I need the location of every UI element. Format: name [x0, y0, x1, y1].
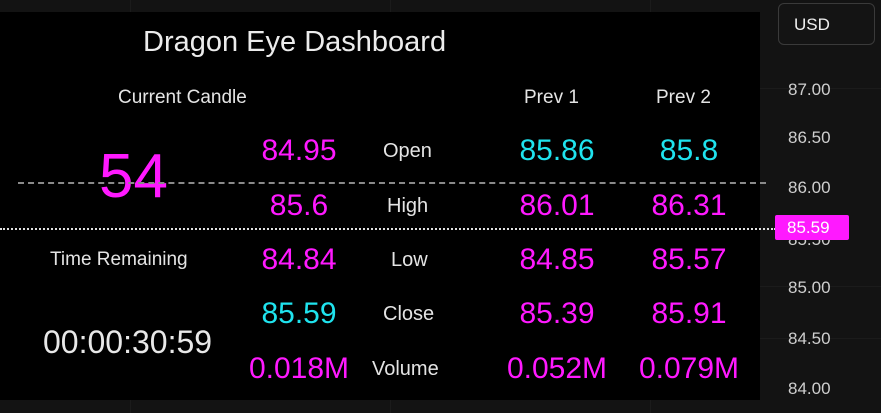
prev2-header: Prev 2 — [656, 87, 711, 108]
close-current-value: 85.59 — [261, 297, 337, 330]
close-prev1-value: 85.39 — [519, 297, 595, 330]
volume-prev2-value: 0.079M — [638, 352, 740, 385]
price-level-dashed-line — [18, 182, 766, 184]
price-tick: 85.00 — [788, 278, 831, 297]
dashboard-panel: Dragon Eye Dashboard Current Candle Prev… — [0, 12, 760, 400]
time-remaining-value: 00:00:30:59 — [43, 324, 213, 360]
prev1-header: Prev 1 — [524, 87, 579, 108]
high-prev1-value: 86.01 — [519, 189, 595, 222]
low-label: Low — [391, 249, 428, 271]
volume-label: Volume — [372, 358, 439, 380]
close-prev2-value: 85.91 — [651, 297, 727, 330]
price-tick: 87.00 — [788, 80, 831, 99]
open-current-value: 84.95 — [261, 134, 337, 167]
current-price-dotted-line — [0, 228, 776, 230]
close-label: Close — [383, 303, 435, 325]
dashboard-title: Dragon Eye Dashboard — [143, 26, 447, 58]
open-prev1-value: 85.86 — [519, 134, 595, 167]
time-remaining-label: Time Remaining — [50, 249, 188, 270]
current-candle-header: Current Candle — [118, 87, 247, 108]
low-current-value: 84.84 — [261, 243, 337, 276]
current-price-label: 85.59 — [775, 215, 849, 240]
price-tick: 84.00 — [788, 379, 831, 398]
countdown-value: 54 — [99, 142, 168, 211]
volume-prev1-value: 0.052M — [506, 352, 608, 385]
high-label: High — [387, 195, 429, 217]
price-tick: 84.50 — [788, 329, 831, 348]
price-tick: 86.00 — [788, 178, 831, 197]
high-prev2-value: 86.31 — [651, 189, 727, 222]
high-current-value: 85.6 — [269, 189, 329, 222]
volume-current-value: 0.018M — [248, 352, 350, 385]
low-prev2-value: 85.57 — [651, 243, 727, 276]
open-label: Open — [383, 140, 432, 162]
low-prev1-value: 84.85 — [519, 243, 595, 276]
price-tick: 86.50 — [788, 128, 831, 147]
currency-button[interactable]: USD — [778, 3, 875, 45]
open-prev2-value: 85.8 — [659, 134, 719, 167]
